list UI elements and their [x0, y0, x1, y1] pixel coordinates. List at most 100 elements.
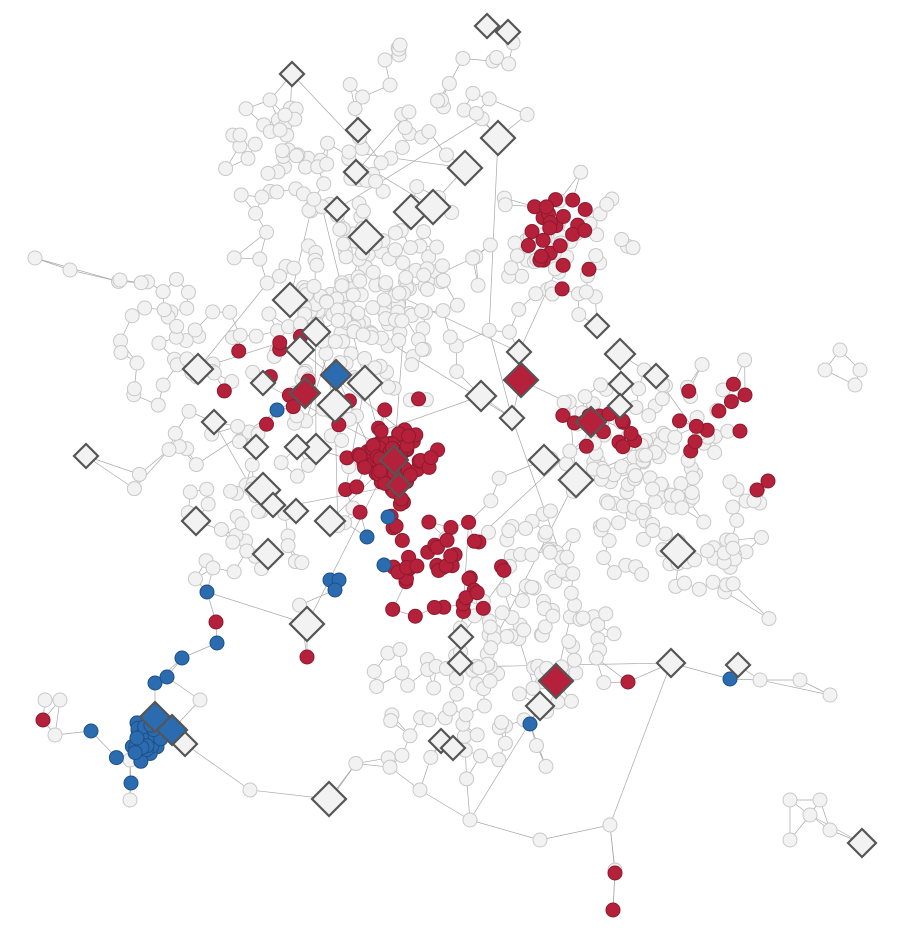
- red-node: [373, 423, 389, 439]
- neutral-node: [465, 85, 481, 101]
- neutral-hub-node: [344, 116, 372, 144]
- red-node: [711, 403, 727, 419]
- edge: [348, 151, 466, 169]
- red-node: [285, 399, 301, 415]
- neutral-node: [155, 284, 171, 300]
- neutral-node: [562, 443, 578, 459]
- neutral-node: [213, 521, 229, 537]
- neutral-node: [169, 271, 185, 287]
- neutral-node: [707, 444, 723, 460]
- blue-node: [199, 584, 215, 600]
- edge: [609, 662, 672, 826]
- neutral-node: [696, 514, 712, 530]
- neutral-node: [416, 224, 432, 240]
- neutral-node: [559, 549, 575, 565]
- neutral-node: [327, 334, 343, 350]
- red-node: [681, 383, 697, 399]
- red-node: [461, 514, 477, 530]
- neutral-node: [538, 758, 554, 774]
- neutral-node: [261, 306, 277, 322]
- neutral-node: [334, 433, 350, 449]
- neutral-node: [482, 673, 498, 689]
- neutral-node: [319, 294, 335, 310]
- neutral-hub-node: [447, 623, 475, 651]
- neutral-node: [378, 275, 394, 291]
- neutral-node: [376, 292, 392, 308]
- neutral-hub-node: [181, 352, 215, 386]
- red-node: [394, 532, 410, 548]
- neutral-node: [397, 119, 413, 135]
- red-node: [577, 222, 593, 238]
- red-node: [607, 865, 623, 881]
- neutral-node: [259, 275, 275, 291]
- neutral-node: [352, 273, 368, 289]
- neutral-node: [524, 547, 540, 563]
- edge: [759, 679, 831, 696]
- red-node: [411, 391, 427, 407]
- neutral-node: [240, 150, 256, 166]
- neutral-node: [365, 300, 381, 316]
- red-node: [555, 257, 571, 273]
- neutral-node: [383, 713, 399, 729]
- red-node: [402, 467, 418, 483]
- neutral-node: [456, 102, 472, 118]
- neutral-node: [248, 205, 264, 221]
- red-node: [258, 416, 274, 432]
- neutral-node: [501, 324, 517, 340]
- neutral-node: [538, 524, 554, 540]
- red-node: [496, 562, 512, 578]
- neutral-node: [511, 301, 527, 317]
- edge: [299, 349, 409, 437]
- neutral-hub-node: [446, 649, 474, 677]
- neutral-node: [348, 756, 364, 772]
- neutral-node: [645, 481, 661, 497]
- red-node: [555, 407, 571, 423]
- red-node: [533, 248, 549, 264]
- neutral-hub-node: [323, 195, 351, 223]
- neutral-node: [169, 318, 185, 334]
- neutral-hub-node: [606, 392, 634, 420]
- neutral-node: [382, 759, 398, 775]
- neutral-node: [449, 686, 465, 702]
- neutral-node: [180, 284, 196, 300]
- edge: [206, 591, 308, 625]
- red-node: [208, 614, 224, 630]
- neutral-node: [435, 272, 451, 288]
- neutral-node: [761, 611, 777, 627]
- neutral-node: [525, 680, 541, 696]
- neutral-node: [260, 165, 276, 181]
- blue-node: [376, 557, 392, 573]
- neutral-node: [391, 332, 407, 348]
- neutral-node: [471, 660, 487, 676]
- red-node: [578, 438, 594, 454]
- neutral-node: [462, 812, 478, 828]
- neutral-node: [332, 221, 348, 237]
- neutral-node: [507, 235, 523, 251]
- neutral-hub-node: [72, 442, 100, 470]
- red-node: [554, 281, 570, 297]
- neutral-node: [725, 499, 741, 515]
- neutral-node: [391, 285, 407, 301]
- neutral-node: [501, 523, 517, 539]
- red-hub-node: [378, 444, 410, 476]
- neutral-hub-node: [557, 461, 595, 499]
- red-node: [475, 600, 491, 616]
- neutral-node: [200, 496, 216, 512]
- neutral-node: [252, 251, 268, 267]
- edge: [490, 662, 672, 667]
- neutral-node: [373, 155, 389, 171]
- neutral-node: [126, 481, 142, 497]
- neutral-hub-node: [494, 18, 522, 46]
- neutral-node: [822, 822, 838, 838]
- neutral-node: [753, 529, 769, 545]
- red-node: [577, 202, 593, 218]
- blue-node: [108, 750, 124, 766]
- neutral-node: [496, 582, 512, 598]
- neutral-node: [113, 344, 129, 360]
- neutral-node: [593, 377, 609, 393]
- neutral-node: [645, 522, 661, 538]
- neutral-node: [494, 605, 510, 621]
- neutral-hub-node: [583, 312, 611, 340]
- edge: [469, 819, 541, 841]
- red-hub-node: [574, 405, 608, 439]
